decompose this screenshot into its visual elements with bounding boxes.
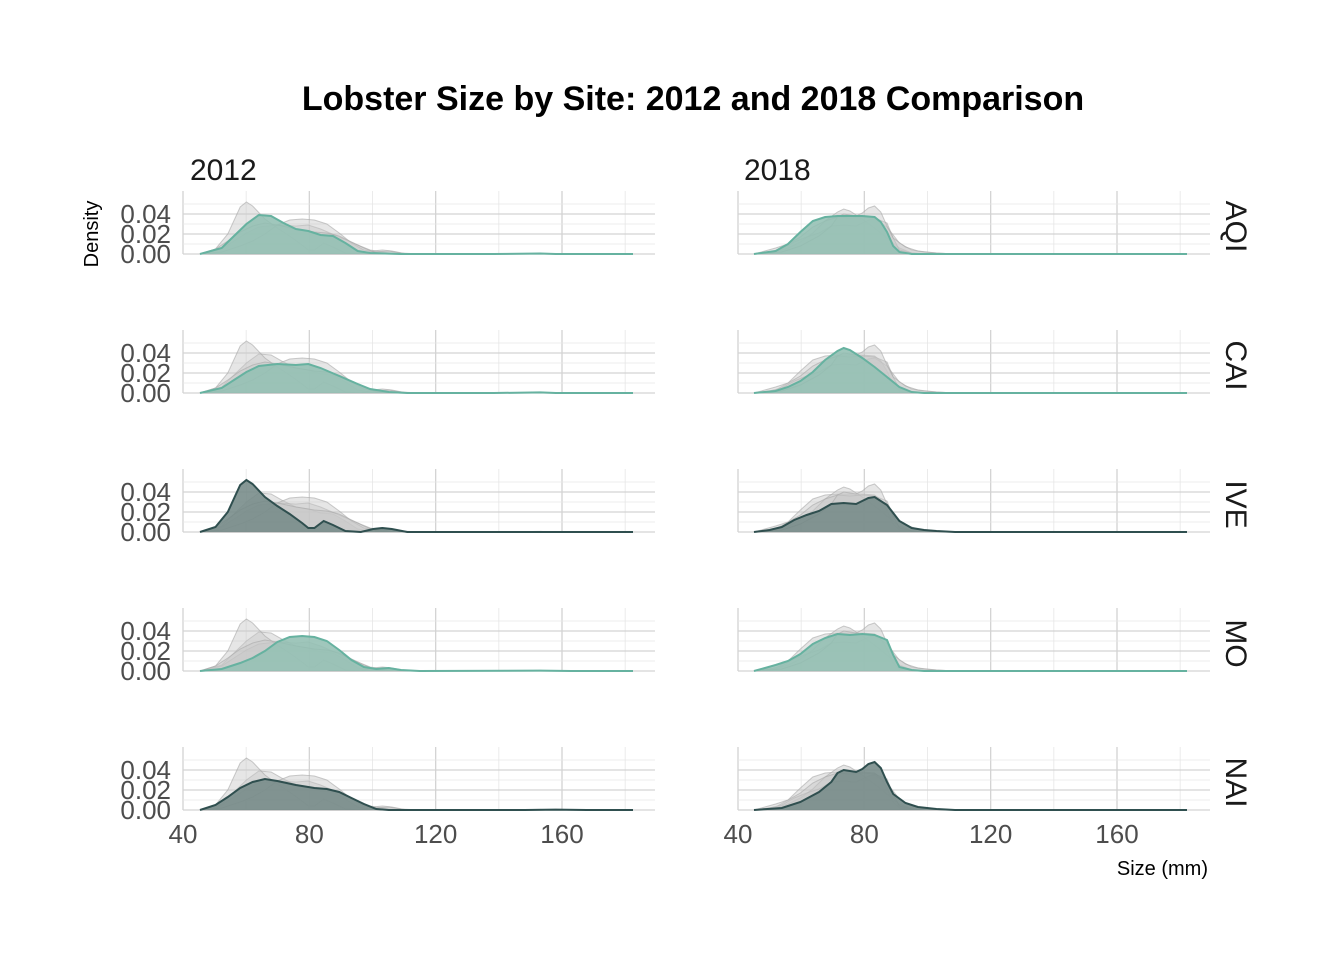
panel-2018-aque (737, 191, 1210, 255)
y-tick-label: 0.02 (120, 219, 171, 249)
density-line-2018-mohk (753, 632, 1187, 672)
density-area-2018-aque (754, 216, 1187, 254)
x-tick-label: 80 (850, 819, 879, 849)
density-area-2012-aque (200, 215, 633, 254)
y-tick-label: 0.04 (120, 199, 171, 229)
panel-2012-ivee: 0.000.020.04 (120, 469, 655, 547)
density-line-2018-aque (753, 215, 1187, 255)
y-tick-label: 0.00 (120, 656, 171, 686)
y-tick-label: 0.00 (120, 517, 171, 547)
density-line-2018-napl (753, 760, 1187, 811)
x-tick-label: 80 (295, 819, 324, 849)
x-tick-label: 160 (540, 819, 583, 849)
density-area-2018-napl (754, 762, 1187, 810)
panel-2012-mohk: 0.000.020.04 (120, 608, 655, 686)
y-tick-label: 0.04 (120, 616, 171, 646)
x-tick-label: 120 (969, 819, 1012, 849)
y-tick-label: 0.00 (120, 239, 171, 269)
y-tick-label: 0.00 (120, 795, 171, 825)
panel-2018-mohk (737, 608, 1210, 672)
panel-2018-ivee (737, 469, 1210, 533)
panel-2012-carp: 0.000.020.04 (120, 330, 655, 408)
panel-2012-aque: 0.000.020.04 (120, 191, 655, 269)
y-tick-label: 0.02 (120, 775, 171, 805)
x-axis-label: Size (mm) (1117, 858, 1208, 880)
y-tick-label: 0.04 (120, 338, 171, 368)
y-tick-label: 0.02 (120, 497, 171, 527)
strip-label-napl: NAI (1219, 757, 1252, 807)
y-tick-label: 0.04 (120, 755, 171, 785)
strip-label-aque: AQI (1219, 201, 1252, 253)
column-label-2012: 2012 (190, 154, 257, 187)
density-area-2018-mohk (754, 634, 1187, 671)
density-area-2018-carp (754, 348, 1187, 393)
density-line-2012-aque (199, 213, 633, 255)
chart-title: Lobster Size by Site: 2012 and 2018 Comp… (302, 80, 1084, 118)
x-tick-label: 40 (169, 819, 198, 849)
density-line-2018-carp (753, 346, 1187, 394)
panel-2018-carp (737, 330, 1210, 394)
x-tick-label: 160 (1095, 819, 1138, 849)
x-tick-label: 120 (414, 819, 457, 849)
y-axis-label: Density (81, 201, 103, 268)
density-area-2018-ivee (754, 497, 1187, 532)
y-tick-label: 0.00 (120, 378, 171, 408)
strip-label-ivee: IVE (1219, 480, 1252, 528)
y-tick-label: 0.04 (120, 477, 171, 507)
y-tick-label: 0.02 (120, 636, 171, 666)
column-label-2018: 2018 (744, 154, 811, 187)
panel-2018-napl (737, 747, 1210, 811)
density-line-2018-ivee (753, 495, 1187, 533)
y-tick-label: 0.02 (120, 358, 171, 388)
density-area-2012-mohk (200, 636, 633, 671)
strip-label-mohk: MO (1219, 619, 1252, 667)
strip-label-carp: CAI (1219, 340, 1252, 390)
density-area-2012-napl (200, 779, 633, 810)
panel-2012-napl: 0.000.020.04 (120, 747, 655, 825)
density-line-2012-mohk (199, 634, 633, 673)
density-line-2012-ivee (199, 478, 633, 534)
density-line-2012-napl (199, 777, 633, 811)
x-tick-label: 40 (724, 819, 753, 849)
density-line-2012-carp (199, 362, 633, 394)
density-area-2012-carp (200, 364, 633, 393)
density-area-2012-ivee (200, 480, 633, 532)
